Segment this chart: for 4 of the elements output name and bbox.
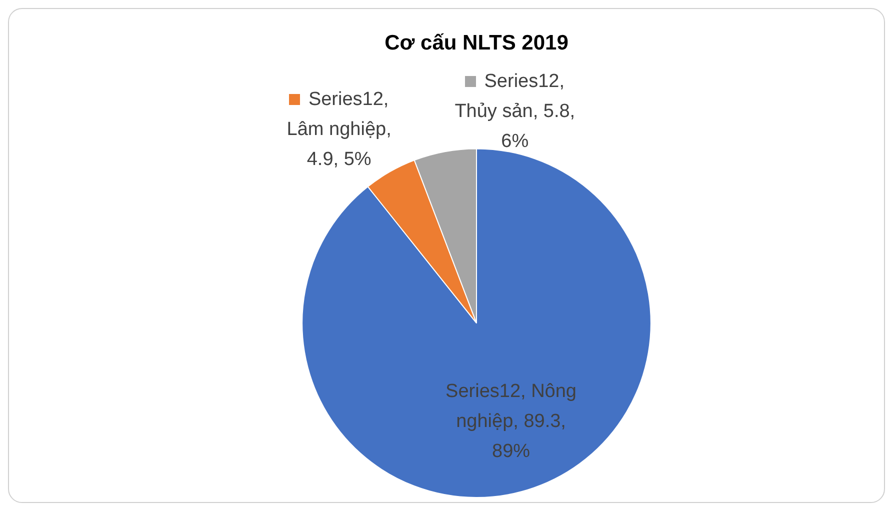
data-label: Series12, Lâm nghiệp, 4.9, 5% bbox=[286, 88, 392, 170]
data-label: Series12, Nông nghiệp, 89.3, 89% bbox=[446, 380, 576, 462]
chart-title: Cơ cấu NLTS 2019 bbox=[384, 31, 568, 54]
data-label: Series12, Thủy sản, 5.8, 6% bbox=[454, 70, 576, 152]
